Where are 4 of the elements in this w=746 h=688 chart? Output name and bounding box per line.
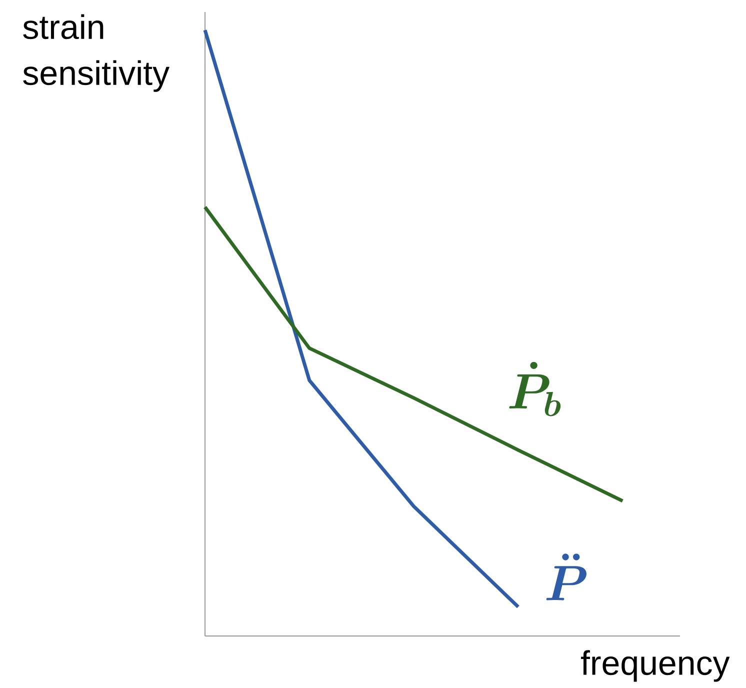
x-axis-title: frequency: [580, 650, 730, 682]
y-axis-title: strain sensitivity: [23, 14, 170, 92]
text: $\dot{P}_b$: [509, 362, 561, 416]
text: $\ddot{P}$: [546, 554, 586, 600]
